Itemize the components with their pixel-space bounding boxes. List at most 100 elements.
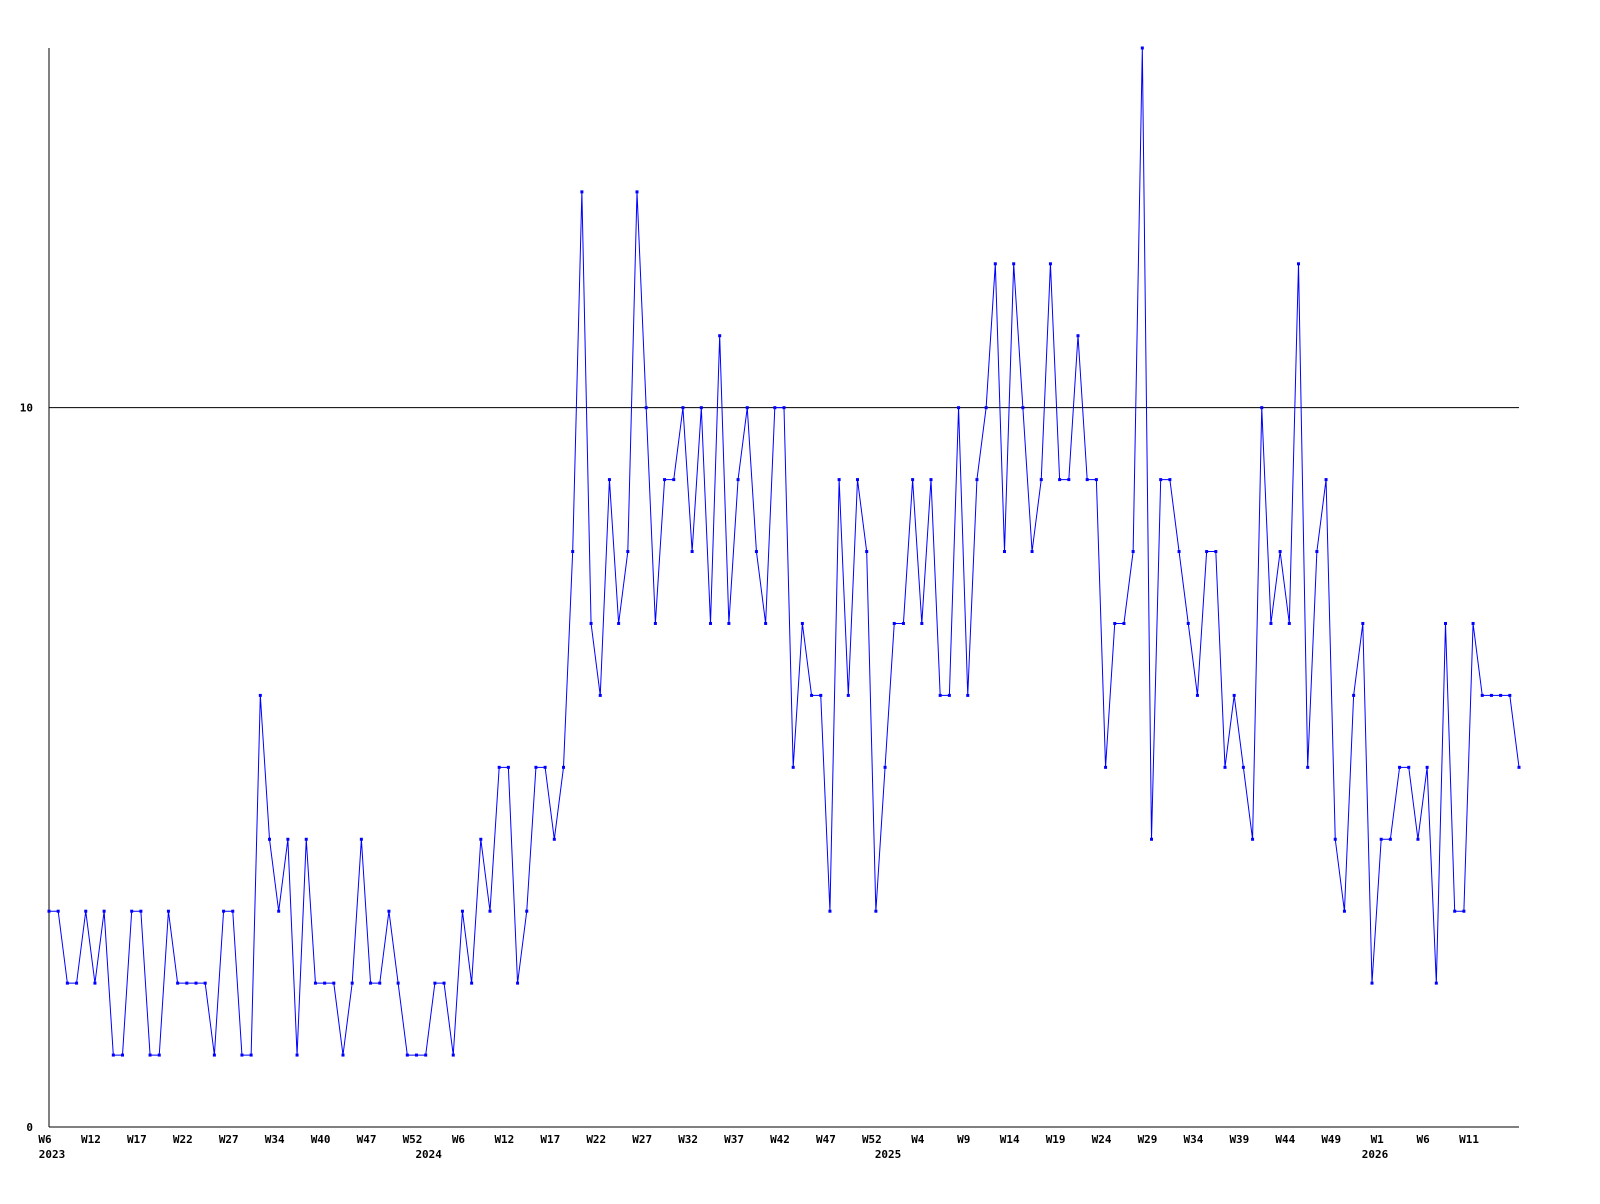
data-point <box>1269 621 1273 625</box>
data-point <box>800 621 804 625</box>
data-point <box>1030 550 1034 554</box>
data-point <box>313 981 317 985</box>
x-tick-label: W12 <box>494 1133 514 1146</box>
data-point <box>1150 837 1153 841</box>
data-point <box>451 1053 455 1057</box>
data-point <box>387 909 391 913</box>
data-point <box>497 765 501 769</box>
data-point <box>323 981 327 985</box>
x-tick-label: W40 <box>311 1133 331 1146</box>
x-tick-label: W24 <box>1092 1133 1112 1146</box>
data-point <box>672 478 676 482</box>
data-point <box>791 765 795 769</box>
data-point <box>332 981 336 985</box>
data-point <box>1315 550 1319 554</box>
data-point <box>764 621 768 625</box>
data-point <box>1039 478 1043 482</box>
x-tick-label: W39 <box>1229 1133 1249 1146</box>
data-point <box>1168 478 1172 482</box>
data-point <box>727 621 731 625</box>
data-point <box>1260 406 1264 410</box>
data-point <box>1306 765 1310 769</box>
x-tick-label: W9 <box>957 1133 970 1146</box>
data-point <box>1333 837 1337 841</box>
x-tick-label: W19 <box>1046 1133 1066 1146</box>
year-label: 2024 <box>415 1148 442 1161</box>
data-point <box>56 909 60 913</box>
data-point <box>1499 693 1503 697</box>
data-point <box>901 621 905 625</box>
data-point <box>1003 550 1006 554</box>
data-point <box>1508 693 1512 697</box>
data-point <box>304 837 308 841</box>
data-point <box>598 693 602 697</box>
data-point <box>488 909 492 913</box>
x-tick-label: W4 <box>911 1133 925 1146</box>
data-point <box>1159 478 1163 482</box>
data-point <box>562 765 565 769</box>
x-tick-label: W47 <box>357 1133 377 1146</box>
x-tick-label: W44 <box>1275 1133 1295 1146</box>
data-point <box>1177 550 1181 554</box>
data-point <box>286 837 290 841</box>
data-point <box>111 1053 115 1057</box>
data-point <box>415 1053 418 1057</box>
data-point <box>718 334 722 338</box>
data-point <box>966 693 970 697</box>
x-tick-label: W27 <box>632 1133 652 1146</box>
data-point <box>1214 550 1218 554</box>
data-line <box>49 47 1520 1056</box>
y-tick-label: 10 <box>20 402 33 415</box>
data-point <box>525 909 529 913</box>
data-point <box>653 621 657 625</box>
data-point <box>93 981 97 985</box>
data-point <box>433 981 437 985</box>
data-point <box>543 765 547 769</box>
data-point <box>1471 621 1475 625</box>
data-point <box>1425 765 1429 769</box>
data-point <box>479 837 483 841</box>
data-point <box>617 621 621 625</box>
data-point <box>1012 262 1016 266</box>
data-point <box>883 765 887 769</box>
data-point <box>194 981 198 985</box>
data-point <box>1076 334 1080 338</box>
x-tick-label: W27 <box>219 1133 239 1146</box>
data-point <box>1416 837 1420 841</box>
data-point <box>534 765 538 769</box>
data-point <box>892 621 896 625</box>
data-point <box>929 478 933 482</box>
data-point <box>442 981 446 985</box>
data-point <box>65 981 69 985</box>
data-point <box>516 981 520 985</box>
x-tick-label: W47 <box>816 1133 836 1146</box>
data-point <box>1058 478 1062 482</box>
data-point <box>240 1053 244 1057</box>
data-point <box>369 981 373 985</box>
data-point <box>1297 262 1300 266</box>
data-point <box>268 837 271 841</box>
data-point <box>571 550 575 554</box>
x-tick-label: W52 <box>403 1133 423 1146</box>
data-point <box>185 981 189 985</box>
data-point <box>580 190 584 194</box>
data-point <box>993 262 997 266</box>
data-point <box>1342 909 1346 913</box>
data-point <box>745 406 749 410</box>
x-tick-label: W34 <box>265 1133 285 1146</box>
data-point <box>176 981 180 985</box>
data-point <box>607 478 611 482</box>
x-tick-label: W49 <box>1321 1133 1341 1146</box>
data-point <box>424 1053 428 1057</box>
data-point <box>1067 478 1071 482</box>
data-point <box>975 478 979 482</box>
data-point <box>1388 837 1392 841</box>
data-point <box>736 478 740 482</box>
data-point <box>222 909 226 913</box>
data-point <box>681 406 685 410</box>
data-point <box>203 981 207 985</box>
data-point <box>1140 46 1144 50</box>
data-point <box>856 478 859 482</box>
x-tick-label: W14 <box>1000 1133 1020 1146</box>
